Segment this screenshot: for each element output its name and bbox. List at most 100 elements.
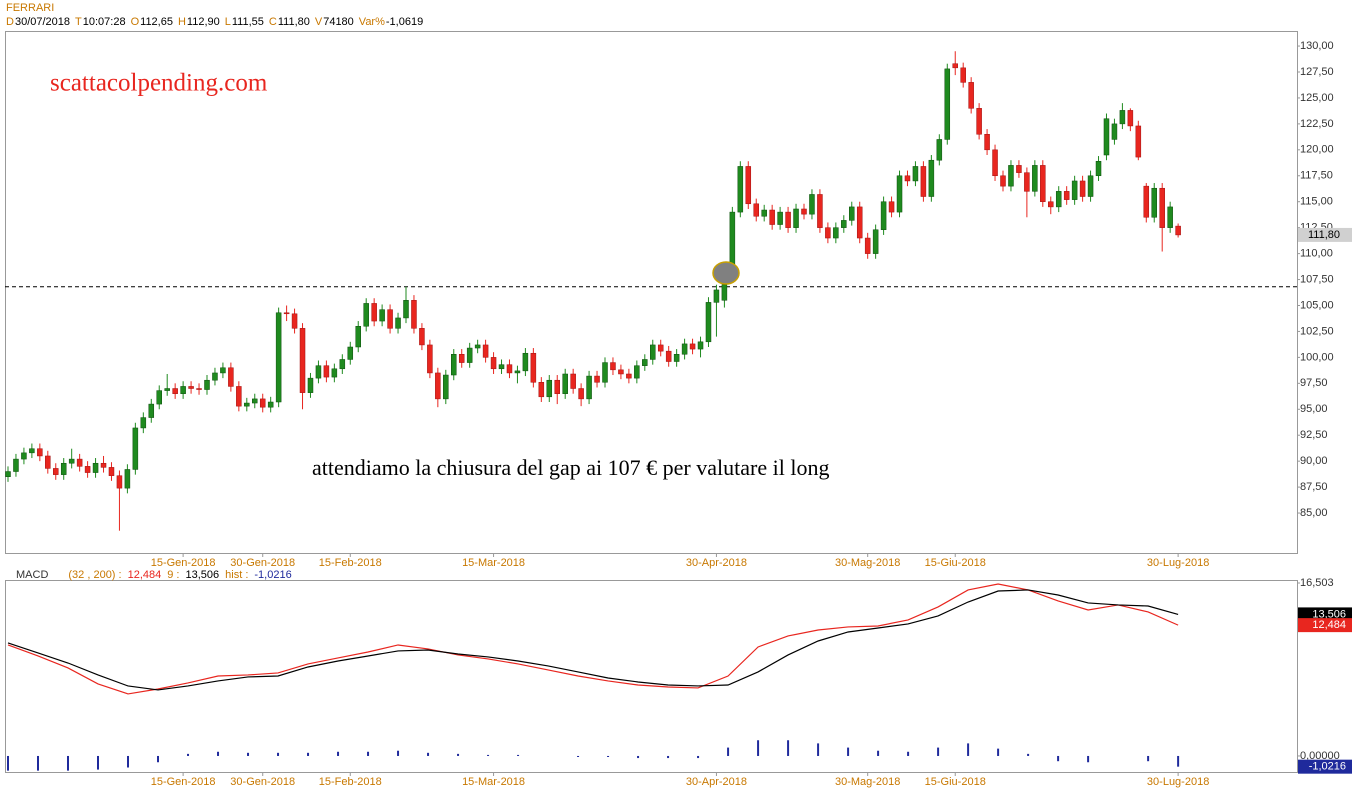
candle-body bbox=[880, 201, 887, 230]
candle-body bbox=[188, 386, 194, 389]
candle-body bbox=[53, 468, 59, 475]
last-price-label: 111,80 bbox=[1308, 229, 1340, 241]
info-key: V bbox=[315, 16, 323, 28]
candle-body bbox=[347, 346, 354, 360]
candle-body bbox=[1055, 191, 1062, 208]
y2-tick-label: 0,00000 bbox=[1300, 750, 1340, 762]
candle-body bbox=[928, 159, 935, 197]
candle-body bbox=[37, 448, 43, 457]
candle-body bbox=[124, 469, 131, 489]
y-tick-label: 105,00 bbox=[1300, 299, 1334, 311]
candle-body bbox=[657, 344, 664, 352]
candle-body bbox=[1008, 165, 1014, 187]
candle-body bbox=[705, 302, 712, 343]
candle-body bbox=[275, 312, 282, 403]
candle-body bbox=[801, 208, 807, 215]
candle-body bbox=[395, 317, 401, 329]
x-tick-label: 30-Mag-2018 bbox=[835, 776, 900, 788]
candle-body bbox=[267, 401, 274, 408]
candle-body bbox=[944, 68, 951, 140]
candle-body bbox=[864, 237, 871, 254]
candle-body bbox=[411, 300, 417, 329]
price-panel bbox=[5, 31, 1298, 554]
candle-body bbox=[1167, 206, 1173, 228]
candle-body bbox=[920, 166, 927, 197]
candle-body bbox=[1040, 165, 1046, 202]
info-value: 30/07/2018 bbox=[15, 16, 70, 28]
candle-body bbox=[466, 347, 473, 363]
candle-body bbox=[713, 289, 720, 303]
candle-body bbox=[45, 455, 51, 469]
macd-header-text: -1,0216 bbox=[254, 569, 291, 581]
macd-header-text: (32 , 200) : bbox=[68, 569, 121, 581]
y-tick-label: 127,50 bbox=[1300, 66, 1334, 78]
info-key: D bbox=[6, 16, 14, 28]
candle-body bbox=[283, 312, 290, 315]
gap-marker bbox=[712, 261, 740, 285]
info-value: 74180 bbox=[323, 16, 354, 28]
y-tick-label: 122,50 bbox=[1300, 118, 1334, 130]
candle-body bbox=[753, 203, 759, 217]
info-key: O bbox=[131, 16, 140, 28]
candle-body bbox=[355, 325, 361, 348]
value-box bbox=[1298, 759, 1352, 774]
candle-body bbox=[785, 211, 791, 228]
last-price-box bbox=[1298, 227, 1352, 242]
candle-body bbox=[833, 227, 839, 239]
candle-body bbox=[578, 388, 584, 400]
candle-body bbox=[403, 300, 409, 319]
candle-body bbox=[482, 344, 489, 358]
x-tick-label: 15-Feb-2018 bbox=[319, 776, 382, 788]
y-tick-label: 92,50 bbox=[1300, 429, 1328, 441]
candle-body bbox=[76, 458, 83, 467]
candle-body bbox=[896, 175, 903, 213]
candle-body bbox=[872, 229, 879, 254]
candle-body bbox=[363, 303, 369, 327]
candle-body bbox=[371, 303, 377, 322]
x-tick-label: 30-Apr-2018 bbox=[686, 557, 747, 569]
candle-body bbox=[458, 354, 465, 363]
candle-body bbox=[849, 206, 855, 221]
x-tick-label: 30-Gen-2018 bbox=[230, 557, 295, 569]
candle-body bbox=[443, 374, 449, 400]
x-tick-label: 15-Giu-2018 bbox=[925, 557, 986, 569]
candle-body bbox=[196, 388, 202, 390]
candle-body bbox=[1175, 225, 1181, 236]
candle-body bbox=[299, 328, 306, 393]
candle-body bbox=[1063, 191, 1070, 200]
candle-body bbox=[339, 359, 346, 370]
y-tick-label: 120,00 bbox=[1300, 144, 1334, 156]
info-key: Var% bbox=[359, 16, 385, 28]
candle-body bbox=[156, 390, 162, 405]
candle-body bbox=[1159, 187, 1165, 228]
y-tick-label: 125,00 bbox=[1300, 92, 1334, 104]
x-tick-label: 15-Gen-2018 bbox=[151, 557, 216, 569]
candle-body bbox=[522, 352, 529, 372]
candle-body bbox=[331, 368, 338, 378]
candle-body bbox=[68, 458, 75, 464]
candle-body bbox=[721, 284, 728, 301]
macd-header-text: 13,506 bbox=[185, 569, 219, 581]
candle-body bbox=[236, 386, 242, 407]
y-tick-label: 95,00 bbox=[1300, 403, 1328, 415]
candle-body bbox=[952, 63, 958, 69]
value-box-label: 13,506 bbox=[1312, 608, 1346, 620]
candle-body bbox=[1119, 110, 1126, 125]
candle-body bbox=[554, 379, 560, 394]
candle-body bbox=[1111, 123, 1118, 140]
macd-header-text: 12,484 bbox=[128, 569, 162, 581]
candle-body bbox=[1071, 180, 1078, 200]
candle-body bbox=[1032, 165, 1038, 192]
info-key: C bbox=[269, 16, 277, 28]
candle-body bbox=[92, 462, 99, 473]
candle-body bbox=[1024, 172, 1030, 192]
y-tick-label: 97,50 bbox=[1300, 377, 1328, 389]
candle-body bbox=[435, 372, 441, 400]
candle-body bbox=[665, 350, 672, 362]
candle-body bbox=[84, 466, 91, 473]
candle-body bbox=[793, 208, 799, 228]
candle-body bbox=[1087, 175, 1094, 197]
candle-body bbox=[220, 367, 226, 374]
